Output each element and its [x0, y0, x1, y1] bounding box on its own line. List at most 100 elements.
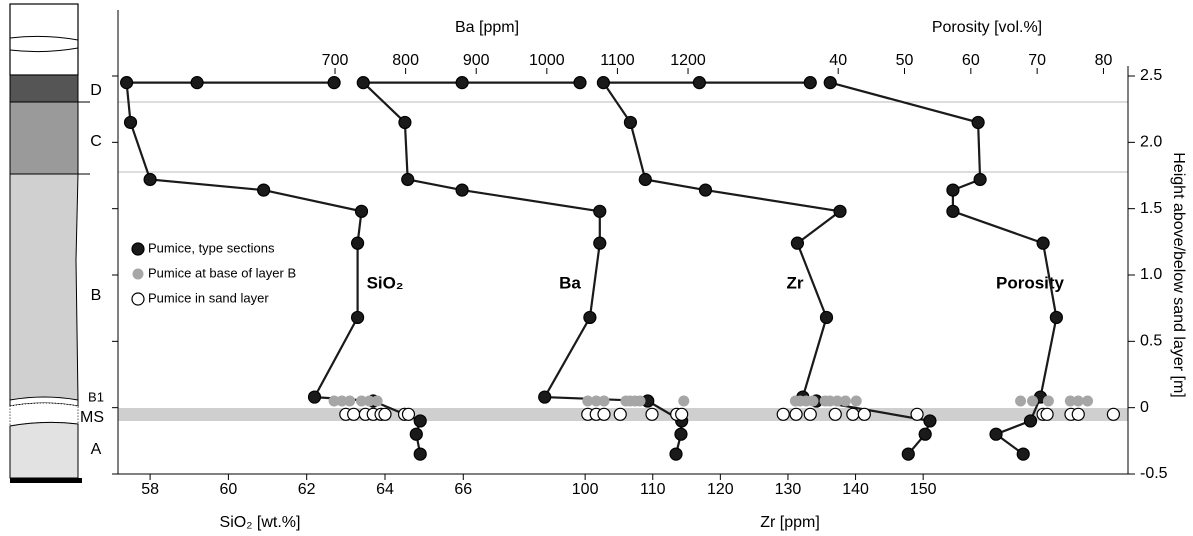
sample-point — [597, 407, 611, 421]
sample-point — [901, 447, 915, 461]
sample-point — [336, 395, 348, 407]
layer-ms — [9, 402, 79, 427]
x-tick-label: 130 — [775, 481, 802, 498]
x-tick-label: 140 — [842, 481, 869, 498]
x-tick-label: 1200 — [670, 52, 706, 69]
sample-point — [1016, 447, 1030, 461]
x-axis-title: Zr [ppm] — [760, 514, 820, 531]
sample-point — [371, 395, 383, 407]
x-tick-label: 80 — [1095, 52, 1113, 69]
y-tick-label: 2.0 — [1140, 134, 1162, 151]
sample-point — [1072, 395, 1084, 407]
sample-point — [590, 395, 602, 407]
sample-point — [831, 395, 843, 407]
x-tick-label: 70 — [1028, 52, 1046, 69]
curve-label: SiO₂ — [367, 273, 404, 292]
sample-point — [623, 115, 638, 130]
sample-point — [598, 395, 610, 407]
y-tick-label: 0 — [1140, 399, 1149, 416]
y-tick-label: -0.5 — [1140, 465, 1168, 482]
sample-point — [678, 395, 690, 407]
layer-label: MS — [80, 409, 104, 426]
y-axis-title: Height above/below sand layer [m] — [1170, 152, 1187, 397]
sample-point — [1071, 407, 1085, 421]
sample-point — [674, 427, 688, 441]
layer-label: C — [90, 133, 102, 150]
x-tick-label: 60 — [962, 52, 980, 69]
sample-point — [776, 407, 790, 421]
sample-point — [347, 407, 361, 421]
curve-label: Ba — [559, 273, 581, 292]
sample-point — [846, 407, 860, 421]
x-tick-label: 64 — [376, 481, 394, 498]
sample-point — [1064, 395, 1076, 407]
legend-marker — [132, 268, 144, 280]
legend-label: Pumice in sand layer — [148, 290, 269, 305]
sample-point — [378, 407, 392, 421]
x-axis-title: Porosity [vol.%] — [932, 19, 1042, 36]
sample-point — [593, 236, 607, 250]
sample-point — [634, 395, 646, 407]
sample-point — [123, 115, 138, 130]
sample-point — [120, 76, 134, 90]
sample-point — [828, 407, 842, 421]
sample-point — [596, 76, 610, 90]
x-tick-label: 58 — [141, 481, 159, 498]
layer-label: B1 — [88, 389, 104, 404]
sample-point — [669, 447, 683, 461]
sample-point — [398, 115, 412, 130]
sample-point — [190, 76, 204, 90]
sample-point — [455, 183, 469, 197]
curve-label: Porosity — [996, 273, 1065, 292]
x-axis-title: SiO₂ [wt.%] — [220, 514, 301, 531]
sample-point — [583, 310, 597, 325]
sample-point — [143, 172, 157, 187]
sample-point — [692, 76, 706, 90]
sample-point — [790, 236, 805, 250]
sample-point — [354, 204, 369, 218]
sample-point — [1023, 414, 1038, 428]
x-tick-label: 50 — [896, 52, 914, 69]
sample-point — [833, 204, 847, 218]
sample-point — [355, 395, 367, 407]
sample-point — [823, 76, 837, 90]
sample-point — [327, 76, 341, 90]
sample-point — [698, 183, 713, 197]
column-top — [9, 3, 79, 76]
sample-point — [356, 76, 370, 90]
sample-point — [328, 395, 340, 407]
sample-point — [413, 447, 427, 461]
layer-label: A — [91, 441, 102, 458]
sample-point — [593, 204, 607, 218]
sample-point — [413, 414, 427, 428]
x-tick-label: 110 — [640, 481, 666, 498]
x-tick-label: 62 — [298, 481, 316, 498]
x-tick-label: 40 — [829, 52, 847, 69]
x-axis-title: Ba [ppm] — [455, 19, 519, 36]
column-base — [10, 478, 82, 483]
sample-point — [1042, 395, 1054, 407]
y-tick-label: 2.5 — [1140, 67, 1162, 84]
layer-b — [9, 173, 79, 401]
x-tick-label: 100 — [572, 481, 599, 498]
x-tick-label: 1000 — [529, 52, 565, 69]
legend-label: Pumice, type sections — [148, 240, 275, 255]
layer-d — [9, 74, 79, 103]
sample-point — [363, 395, 375, 407]
legend-marker — [131, 292, 145, 306]
sample-point — [350, 310, 365, 325]
plot: -0.5 0 0.5 1.0 1.5 2.0 2.5 58 60 62 64 66 SiO₂ [wt.%… — [112, 19, 1168, 531]
sample-point — [1036, 236, 1050, 250]
y-tick-label: 0.5 — [1140, 333, 1162, 350]
sample-point — [401, 407, 416, 421]
sample-point — [538, 390, 552, 404]
legend-label: Pumice at base of layer B — [148, 265, 296, 280]
sample-point — [918, 427, 932, 441]
sample-point — [910, 407, 924, 421]
sample-point — [1040, 407, 1054, 421]
profile-line — [601, 81, 932, 455]
x-tick-label: 60 — [219, 481, 237, 498]
x-tick-label: 900 — [463, 52, 490, 69]
sample-point — [344, 395, 356, 407]
layer-c — [9, 101, 79, 175]
